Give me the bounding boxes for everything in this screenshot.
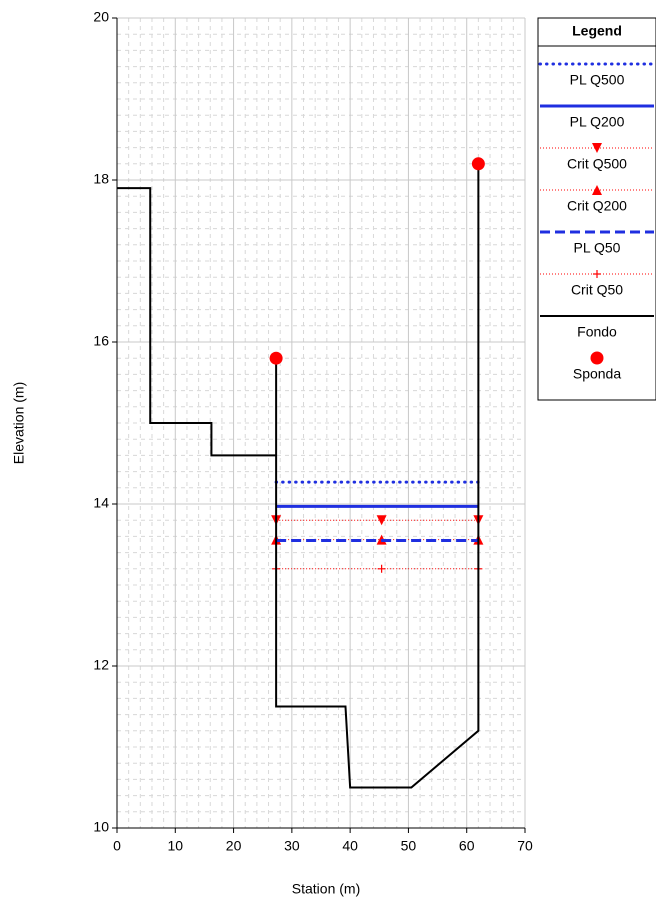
legend-title: Legend [572, 23, 622, 39]
legend-marker [590, 351, 604, 365]
y-tick-label: 16 [93, 333, 109, 349]
y-tick-label: 10 [93, 819, 109, 835]
x-tick-label: 30 [284, 838, 300, 854]
x-tick-label: 70 [517, 838, 533, 854]
legend-marker [593, 270, 601, 278]
legend-label: Fondo [577, 324, 617, 340]
legend-label: Crit Q200 [567, 198, 627, 214]
y-tick-label: 14 [93, 495, 109, 511]
marker [269, 351, 283, 365]
legend-label: Crit Q50 [571, 282, 623, 298]
series-line [117, 163, 480, 789]
x-tick-label: 10 [167, 838, 183, 854]
x-tick-label: 20 [226, 838, 242, 854]
legend-marker [592, 143, 602, 153]
x-tick-label: 50 [401, 838, 417, 854]
y-tick-label: 12 [93, 657, 109, 673]
x-axis-label: Station (m) [292, 881, 360, 897]
legend-marker [592, 185, 602, 195]
legend-label: PL Q200 [570, 114, 625, 130]
legend-box [537, 17, 656, 401]
marker [377, 564, 386, 573]
x-tick-label: 60 [459, 838, 475, 854]
y-tick-label: 18 [93, 171, 109, 187]
marker [471, 157, 485, 171]
marker [376, 515, 387, 526]
legend-label: Crit Q500 [567, 156, 627, 172]
y-axis-label: Elevation (m) [11, 382, 27, 464]
y-tick-label: 20 [93, 9, 109, 25]
x-tick-label: 40 [342, 838, 358, 854]
x-tick-label: 0 [113, 838, 121, 854]
legend-label: PL Q50 [574, 240, 621, 256]
legend-label: PL Q500 [570, 72, 625, 88]
legend-label: Sponda [573, 366, 621, 382]
